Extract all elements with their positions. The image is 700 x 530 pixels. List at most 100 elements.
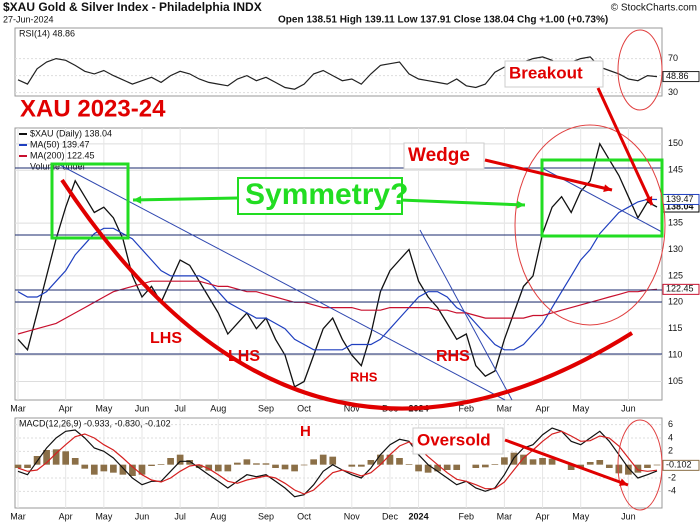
histogram-bar bbox=[548, 458, 556, 465]
histogram-bar bbox=[195, 464, 203, 468]
histogram-bar bbox=[453, 464, 461, 470]
last-value: -0.102 bbox=[666, 460, 692, 470]
histogram-bar bbox=[262, 463, 270, 465]
label-box bbox=[412, 427, 504, 455]
histogram-bar bbox=[434, 464, 441, 472]
histogram-bar bbox=[615, 464, 623, 474]
arrow-head bbox=[603, 184, 612, 192]
histogram-bar bbox=[358, 464, 365, 467]
x-tick-label: Oct bbox=[297, 511, 312, 521]
credit: © StockCharts.com bbox=[611, 3, 697, 14]
annotation: XAU 2023-24 bbox=[20, 95, 166, 122]
histogram-bar bbox=[491, 464, 499, 465]
histogram-bar bbox=[52, 449, 60, 465]
x-tick-label: Apr bbox=[536, 511, 550, 521]
x-tick-label: Dec bbox=[382, 511, 399, 521]
histogram-bar bbox=[396, 458, 403, 465]
histogram-bar bbox=[129, 464, 136, 476]
x-tick-label: May bbox=[95, 403, 113, 413]
y-tick-label: 135 bbox=[668, 217, 683, 227]
x-tick-label: Jun bbox=[621, 403, 636, 413]
series-line bbox=[17, 280, 658, 335]
histogram-bar bbox=[43, 450, 50, 465]
arrow-head bbox=[645, 196, 653, 205]
arrow bbox=[504, 438, 629, 487]
last-value-box bbox=[662, 283, 700, 295]
histogram-bar bbox=[634, 464, 642, 473]
x-tick-label: Jun bbox=[621, 511, 636, 521]
histogram-bar bbox=[81, 464, 89, 469]
histogram-bar bbox=[567, 464, 575, 470]
histogram-bar bbox=[148, 464, 155, 466]
last-value: 48.86 bbox=[666, 71, 689, 81]
annotation: LHS bbox=[228, 348, 260, 365]
series-line bbox=[17, 430, 658, 495]
label-box bbox=[504, 60, 604, 88]
arrow-head bbox=[619, 478, 628, 486]
trend-line bbox=[59, 164, 506, 401]
annotation: LHS bbox=[150, 330, 182, 347]
histogram-bar bbox=[272, 464, 279, 468]
y-tick-label: 125 bbox=[668, 270, 683, 280]
histogram-bar bbox=[234, 462, 241, 465]
x-tick-label: Mar bbox=[497, 403, 513, 413]
x-tick-label: May bbox=[572, 403, 590, 413]
histogram-bar bbox=[90, 464, 98, 475]
y-tick-label: 115 bbox=[668, 323, 682, 333]
x-tick-label: Apr bbox=[536, 403, 550, 413]
histogram-bar bbox=[539, 458, 546, 465]
x-tick-label: Apr bbox=[59, 511, 73, 521]
x-tick-label: Sep bbox=[258, 403, 274, 413]
x-tick-label: Mar bbox=[10, 403, 26, 413]
histogram-bar bbox=[110, 464, 117, 473]
annotation: Breakout bbox=[509, 63, 583, 82]
legend-entry: RSI(14) 48.86 bbox=[19, 28, 75, 38]
focus-ellipse bbox=[617, 419, 663, 511]
histogram-bar bbox=[205, 464, 213, 471]
histogram-bar bbox=[472, 464, 480, 468]
histogram-bar bbox=[281, 464, 289, 470]
histogram-bar bbox=[424, 464, 432, 473]
y-tick-label: -4 bbox=[668, 486, 676, 496]
x-tick-label: Oct bbox=[297, 403, 312, 413]
histogram-bar bbox=[253, 463, 260, 465]
x-tick-label: May bbox=[95, 511, 113, 521]
histogram-bar bbox=[24, 464, 31, 468]
x-tick-label: 2024 bbox=[409, 511, 429, 521]
date: 27-Jun-2024 bbox=[3, 14, 54, 24]
annotation: H bbox=[300, 423, 311, 440]
arrow bbox=[484, 158, 613, 192]
histogram-bar bbox=[329, 456, 337, 465]
annotation: Wedge bbox=[408, 145, 470, 166]
histogram-bar bbox=[157, 464, 165, 465]
histogram-bar bbox=[596, 460, 604, 465]
annotation: RHS bbox=[436, 348, 470, 365]
arrow-head bbox=[516, 200, 525, 209]
cup-arc bbox=[60, 178, 634, 411]
legend-entry: Volume undef bbox=[30, 161, 86, 171]
histogram-bar bbox=[71, 458, 79, 465]
histogram-bar bbox=[377, 454, 384, 465]
y-tick-label: -2 bbox=[668, 472, 676, 482]
x-tick-label: May bbox=[572, 511, 590, 521]
histogram-bar bbox=[176, 454, 184, 465]
histogram-bar bbox=[348, 464, 356, 467]
series-line bbox=[17, 56, 658, 90]
focus-ellipse bbox=[617, 29, 663, 111]
legend-entry: MA(200) 122.45 bbox=[30, 150, 95, 160]
histogram-bar bbox=[186, 460, 194, 465]
y-tick-label: 30 bbox=[668, 87, 678, 97]
x-tick-label: Jun bbox=[135, 511, 150, 521]
annotation: RHS bbox=[350, 369, 378, 384]
x-tick-label: Aug bbox=[210, 403, 226, 413]
x-tick-label: Aug bbox=[210, 511, 226, 521]
histogram-bar bbox=[625, 464, 632, 475]
x-tick-label: Sep bbox=[258, 511, 274, 521]
x-tick-label: Nov bbox=[344, 403, 361, 413]
histogram-bar bbox=[644, 464, 651, 468]
x-tick-label: Feb bbox=[458, 511, 474, 521]
histogram-bar bbox=[291, 464, 298, 472]
histogram-bar bbox=[62, 451, 70, 465]
